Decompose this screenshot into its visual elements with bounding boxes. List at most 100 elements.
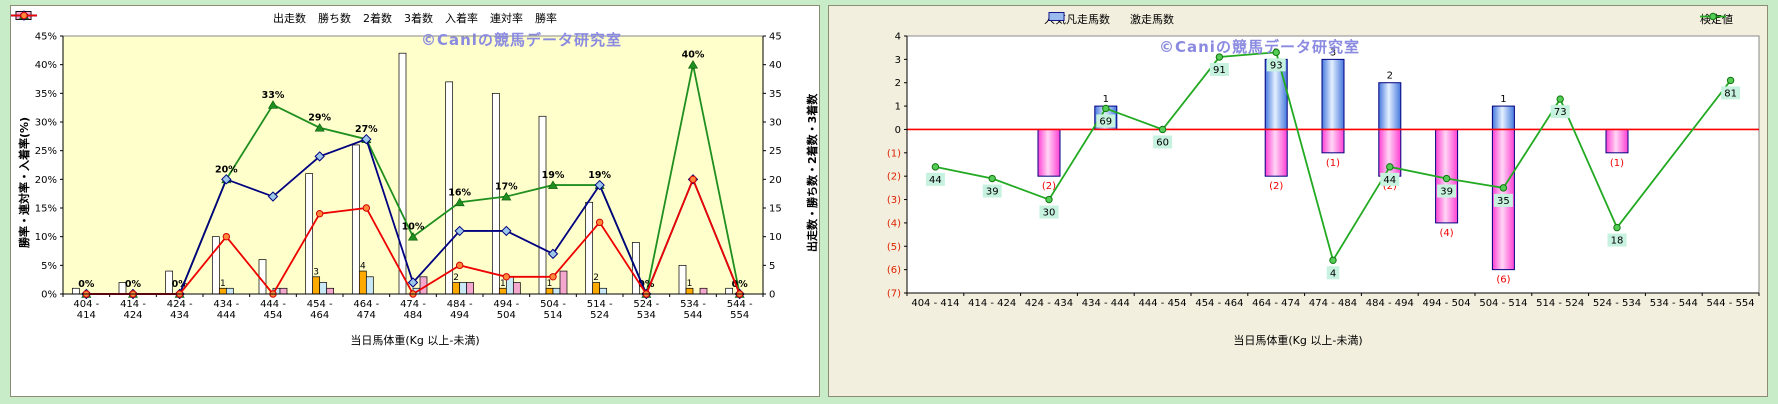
legend-label: 出走数 (273, 12, 306, 25)
point-label: 35 (1497, 196, 1510, 207)
bar-value-label: (4) (1440, 228, 1454, 239)
legend-label: 激走馬数 (1130, 13, 1174, 26)
point-label: 44 (1383, 175, 1396, 186)
legend-item-seconds: 2着数 (15, 10, 392, 26)
y-tick-label: (4) (887, 218, 901, 229)
bar (312, 276, 321, 295)
marker-diamond (267, 191, 279, 202)
bars-wins: 1 3 4 2 1 1 2 1 (218, 262, 694, 295)
x-tick-label: 544 -554 (727, 299, 753, 321)
bar (225, 287, 234, 295)
point-label: 44 (929, 175, 942, 186)
marker-triangle (687, 60, 699, 69)
y-tick-label: (7) (887, 289, 901, 300)
bar (559, 270, 568, 295)
x-tick-label: 484 -494 (447, 299, 473, 321)
point-label: 93 (1270, 60, 1283, 71)
y-tick-label: 3 (895, 55, 901, 66)
bar-value-label: (2) (1042, 181, 1056, 192)
right-x-axis-title: 当日馬体重(Kg 以上-未満) (1233, 334, 1363, 347)
point-label: 20% (215, 164, 238, 175)
x-tick-label: 474 -484 (400, 299, 426, 321)
point-label: 39 (986, 187, 999, 198)
marker-circle (1329, 256, 1337, 264)
marker-diamond (454, 225, 465, 237)
y-left-tick-label: 30% (35, 118, 57, 129)
y-right-tick-label: 5 (769, 261, 775, 272)
marker-triangle (501, 191, 512, 201)
marker-circle (1442, 174, 1451, 183)
watermark: ©Caniの競馬データ研究室 (421, 31, 622, 49)
bar (538, 115, 547, 295)
point-label-bg (1607, 233, 1627, 247)
left-chart-canvas: 0%5%10%15%20%25%30%35%40%45%051015202530… (35, 32, 782, 322)
point-label: 69 (1099, 116, 1112, 127)
legend-label: 2着数 (363, 12, 392, 25)
x-tick-label: 464 - 474 (1252, 298, 1300, 309)
marker-circle (502, 273, 511, 281)
marker-circle (1102, 104, 1110, 113)
right-y-axis-title: 出走数・勝ち数・2着数・3着数 (806, 93, 819, 252)
x-tick-label: 454 -464 (307, 299, 333, 321)
watermark: ©Caniの競馬データ研究室 (1159, 38, 1360, 56)
x-tick-label: 454 - 464 (1195, 298, 1243, 309)
bar-value-label: 1 (1103, 94, 1109, 105)
y-tick-label: 2 (895, 78, 901, 89)
point-label: 81 (1724, 88, 1737, 99)
legend-item-starts: 出走数 (15, 10, 306, 26)
legend-label: 3着数 (404, 12, 433, 25)
marker-circle (1045, 195, 1053, 204)
x-tick-label: 494 - 504 (1423, 298, 1471, 309)
marker-circle (1499, 184, 1508, 192)
bar-value-label: (1) (1610, 158, 1624, 169)
y-right-tick-label: 15 (769, 204, 782, 215)
bar (459, 282, 468, 295)
y-tick-label: (1) (887, 148, 901, 159)
right-chart-legend: 人気凡走馬数 激走馬数 (1044, 11, 1174, 27)
y-right-tick-label: 10 (769, 232, 782, 243)
marker-circle (595, 218, 604, 227)
bar (466, 282, 475, 295)
bar-value-label: 2 (453, 273, 459, 283)
x-tick-label: 444 - 454 (1139, 298, 1187, 309)
x-tick-label: 484 - 494 (1366, 298, 1414, 309)
y-tick-label: (5) (887, 242, 901, 253)
legend-label: 勝ち数 (318, 12, 351, 25)
left-chart-panel: 0% 5% 10% 15% 20% 25% 30% 35% 40% 45% 0 5 10 15 20 25 30… (10, 5, 820, 397)
bar (1491, 105, 1515, 130)
x-tick-label: 514 - 524 (1536, 298, 1584, 309)
point-label-bg (925, 172, 945, 186)
y-tick-label: (2) (887, 172, 901, 183)
legend-line-swatch (11, 11, 37, 20)
point-label: 16% (448, 187, 471, 198)
bar (545, 287, 554, 295)
legend-label: 入着率 (445, 12, 478, 25)
x-tick-label: 404 -414 (73, 299, 99, 321)
bar (358, 270, 367, 295)
marker-circle (549, 273, 557, 281)
legend-item-thirds: 3着数 (15, 10, 433, 26)
right-chart-panel: 4 3 2 1 0 (1) (2) (3) (4) (5) (6) (7) 404 - 414 414 -… (828, 5, 1768, 397)
bar-value-label: (6) (1496, 275, 1510, 286)
point-label-bg (1266, 58, 1286, 72)
bar-value-label: 1 (1500, 94, 1506, 105)
point-label: 0% (732, 279, 749, 290)
y-left-tick-label: 5% (41, 261, 57, 272)
bar-value-label: (2) (1269, 181, 1283, 192)
bar (1321, 58, 1345, 130)
bar (319, 282, 328, 295)
bar (685, 287, 694, 295)
swatch-marker (1709, 12, 1717, 21)
point-label-bg (982, 184, 1002, 198)
bar (585, 201, 594, 295)
x-tick-label: 514 -524 (587, 299, 613, 321)
legend-item-top2-rate: 連対率 (11, 10, 523, 26)
point-label-bg (1721, 86, 1741, 100)
marker-diamond (547, 248, 559, 260)
y-right-tick-label: 40 (769, 60, 782, 71)
point-label-bg (1209, 63, 1229, 77)
point-label-bg (1493, 193, 1513, 207)
swatch-rect (1048, 12, 1065, 21)
left-x-axis-title: 当日馬体重(Kg 以上-未満) (350, 334, 480, 347)
